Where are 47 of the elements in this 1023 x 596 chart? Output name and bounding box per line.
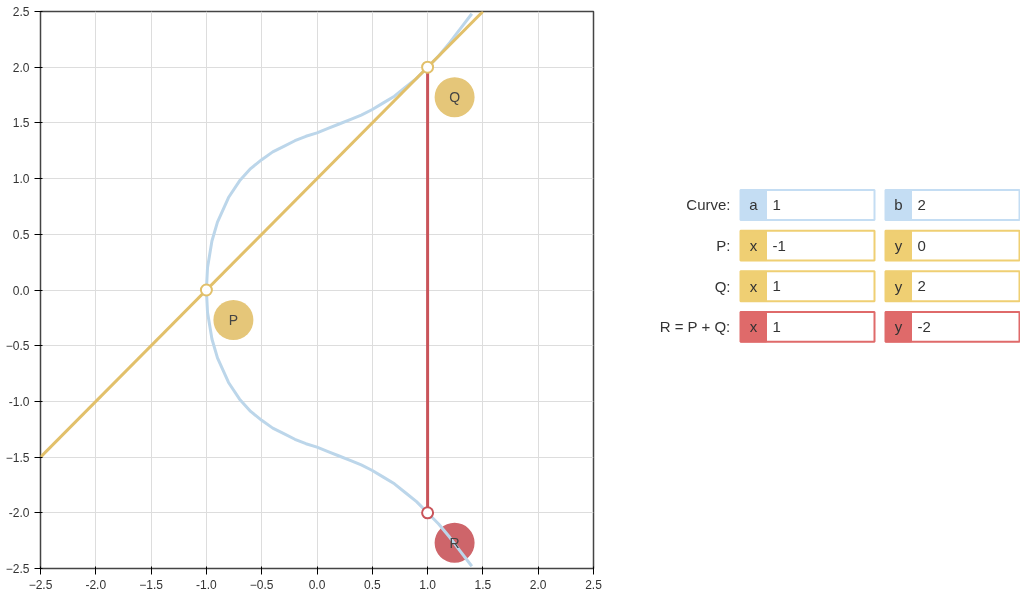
y-tick-label: 1.0 xyxy=(12,172,30,187)
text: 2 xyxy=(917,195,926,213)
x-tick-label: 2.0 xyxy=(529,577,547,592)
annotation: P xyxy=(228,312,239,328)
text: 1 xyxy=(772,277,781,295)
x-tick-label: 0.0 xyxy=(308,577,326,592)
x-tick-label: -2.0 xyxy=(85,577,107,592)
y-tick-label: 2.0 xyxy=(12,60,30,75)
y-tick-label: -2.0 xyxy=(8,506,30,521)
x-tick-label: 2.5 xyxy=(585,577,603,592)
text: -2 xyxy=(917,317,931,335)
y-tick-label: 2.5 xyxy=(12,5,30,19)
y-tick-label: −2.5 xyxy=(5,562,30,576)
text: x xyxy=(749,318,758,336)
text: b xyxy=(894,196,903,214)
text: x xyxy=(749,277,758,295)
point xyxy=(421,506,435,520)
text: 0 xyxy=(917,236,926,254)
point xyxy=(199,283,213,297)
x-tick-label: 0.5 xyxy=(363,577,381,592)
text: 2 xyxy=(917,277,926,295)
text: P: xyxy=(716,237,731,255)
text: 1 xyxy=(772,317,781,335)
y-tick-label: −0.5 xyxy=(5,339,30,354)
text: y xyxy=(894,237,903,255)
x-tick-label: −1.5 xyxy=(139,577,164,592)
x-tick-label: −0.5 xyxy=(249,577,274,592)
y-tick-label: 0.0 xyxy=(12,283,30,298)
text: a xyxy=(749,196,759,214)
y-tick-label: −1.5 xyxy=(5,450,30,465)
text: Curve: xyxy=(686,196,731,214)
x-tick-label: 1.0 xyxy=(419,577,437,592)
x-tick-label: −2.5 xyxy=(28,577,53,592)
text: Q: xyxy=(714,277,731,295)
x-tick-label: 1.5 xyxy=(474,577,492,592)
y-tick-label: 0.5 xyxy=(12,227,30,242)
text: y xyxy=(894,318,903,336)
x-tick-label: -1.0 xyxy=(196,577,218,592)
annotation: Q xyxy=(449,89,461,106)
text: y xyxy=(894,277,903,295)
point xyxy=(421,60,435,74)
text: 1 xyxy=(772,195,781,213)
text: x xyxy=(749,237,758,255)
text: -1 xyxy=(772,236,786,254)
text: R = P + Q: xyxy=(659,318,731,336)
y-tick-label: 1.5 xyxy=(12,116,30,131)
y-tick-label: -1.0 xyxy=(8,394,30,409)
